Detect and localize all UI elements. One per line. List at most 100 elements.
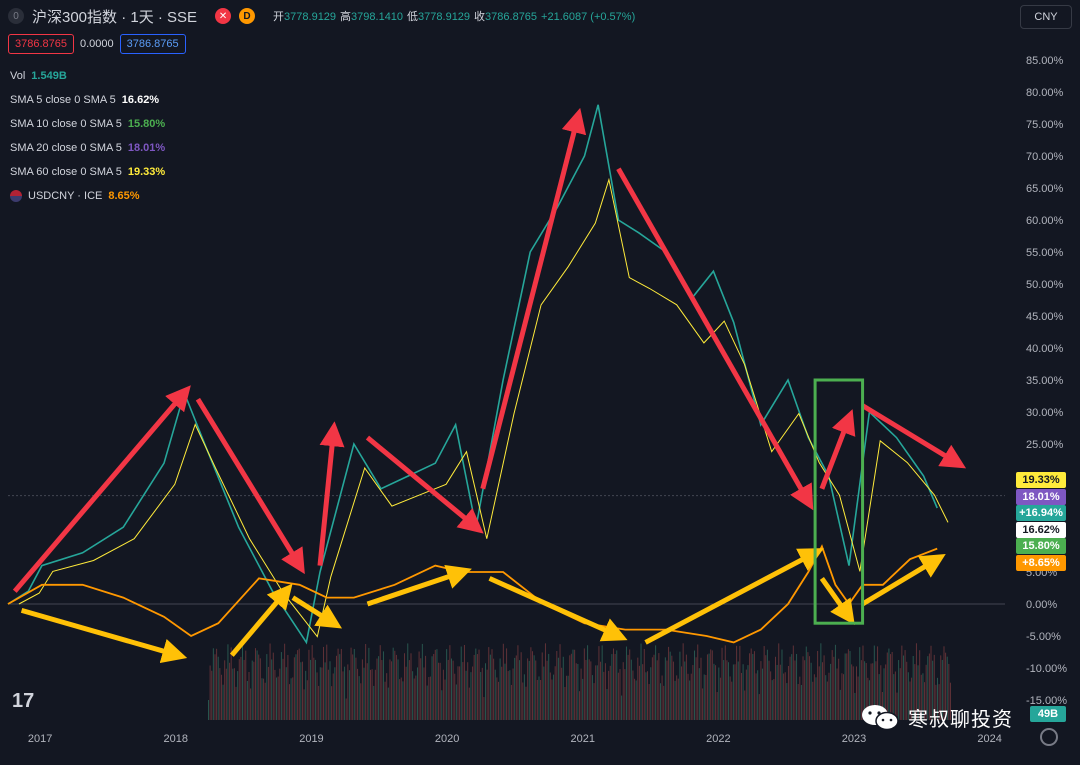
volume-bar [248, 671, 250, 720]
volume-bar [690, 673, 692, 720]
annotation-arrow [365, 435, 484, 534]
volume-bar [334, 667, 336, 720]
volume-bar [728, 662, 730, 720]
volume-bar [536, 679, 538, 720]
volume-bar [622, 662, 624, 720]
volume-bar [400, 677, 402, 720]
symbol-title[interactable]: 沪深300指数 · 1天 · SSE [32, 8, 198, 26]
volume-bar [775, 656, 776, 720]
volume-bar [374, 669, 376, 720]
volume-bar [740, 672, 742, 720]
volume-bar [860, 660, 862, 720]
volume-bar [250, 688, 252, 720]
volume-bar [661, 675, 663, 720]
volume-bar [630, 659, 632, 720]
volume-bar [907, 672, 909, 720]
price-tag: +16.94% [1016, 505, 1066, 522]
y-tick-label: 40.00% [1026, 343, 1064, 355]
volume-bar [789, 656, 791, 720]
volume-bar [596, 665, 598, 720]
legend-label: SMA 10 close 0 SMA 5 [10, 118, 122, 130]
volume-bar [582, 678, 584, 720]
volume-bar [737, 661, 739, 720]
volume-bar [225, 668, 227, 720]
volume-bar [512, 668, 514, 720]
volume-bar [460, 646, 462, 720]
volume-bar [909, 681, 911, 720]
volume-bar [502, 643, 504, 720]
volume-bar [323, 646, 325, 720]
volume-bar [219, 668, 221, 720]
volume-bar [535, 660, 537, 720]
volume-bar [295, 654, 297, 720]
volume-bar [826, 681, 828, 720]
x-tick-label: 2022 [706, 733, 730, 745]
y-tick-label: 70.00% [1026, 151, 1064, 163]
volume-bar [786, 683, 788, 720]
volume-bar [522, 682, 524, 720]
volume-bar [750, 648, 752, 720]
timeframe-d-badge[interactable]: D [239, 8, 256, 24]
volume-bar [666, 660, 668, 720]
volume-bar [428, 677, 430, 720]
volume-bar [674, 680, 676, 720]
settings-gear-icon[interactable] [1040, 728, 1058, 746]
legend-row[interactable]: Vol 1.549B [10, 64, 165, 88]
volume-bar [331, 686, 333, 720]
volume-bar [366, 663, 368, 720]
volume-bar [557, 657, 559, 720]
volume-bar [583, 648, 585, 720]
volume-bar [246, 680, 248, 720]
volume-bar [575, 663, 577, 720]
volume-bar [867, 677, 869, 720]
volume-bar [640, 643, 642, 720]
legend-row[interactable]: SMA 60 close 0 SMA 5 19.33% [10, 160, 165, 184]
x-tick-label: 2021 [570, 733, 594, 745]
price-boxes: 3786.8765 0.0000 3786.8765 [8, 34, 186, 54]
volume-bar [363, 667, 365, 720]
currency-selector[interactable]: CNY [1020, 5, 1072, 29]
volume-bar [742, 664, 744, 720]
volume-bar [694, 650, 695, 720]
source-badge[interactable]: 0 [8, 8, 24, 24]
legend-row[interactable]: USDCNY · ICE 8.65% [10, 184, 165, 208]
volume-bar [821, 662, 823, 720]
legend-row[interactable]: SMA 5 close 0 SMA 5 16.62% [10, 88, 165, 112]
volume-bar [708, 653, 710, 720]
legend-row[interactable]: SMA 20 close 0 SMA 5 18.01% [10, 136, 165, 160]
volume-bar [224, 660, 226, 720]
volume-bar [407, 643, 409, 720]
legend-row[interactable]: SMA 10 close 0 SMA 5 15.80% [10, 112, 165, 136]
spread-value: 0.0000 [80, 38, 114, 50]
volume-bar [681, 666, 683, 720]
volume-bar [251, 660, 253, 720]
volume-bar [209, 665, 211, 720]
volume-bar [616, 650, 618, 720]
volume-bar [711, 650, 713, 720]
volume-bar [917, 665, 919, 720]
sell-price[interactable]: 3786.8765 [8, 34, 74, 54]
volume-bar [242, 645, 244, 720]
volume-bar [886, 652, 888, 720]
annotation-arrow [12, 385, 191, 593]
volume-bar [361, 659, 363, 720]
volume-bar [436, 649, 438, 720]
volume-bar [715, 665, 717, 720]
volume-bar [768, 660, 770, 720]
volume-bar [749, 653, 751, 720]
alert-icon[interactable]: ✕ [215, 8, 232, 24]
annotation-arrow [366, 564, 472, 607]
annotation-arrow [229, 583, 293, 657]
volume-bar [815, 677, 817, 720]
volume-bar [235, 686, 237, 720]
volume-bar [760, 661, 762, 720]
volume-bar [426, 685, 428, 720]
volume-bar [703, 674, 705, 720]
volume-bar [285, 667, 287, 720]
y-tick-label: 75.00% [1026, 119, 1064, 131]
volume-bar [553, 674, 555, 720]
tradingview-logo[interactable]: 17 [12, 690, 35, 712]
buy-price[interactable]: 3786.8765 [119, 34, 186, 54]
volume-bar [679, 651, 681, 720]
volume-bar [240, 656, 242, 720]
